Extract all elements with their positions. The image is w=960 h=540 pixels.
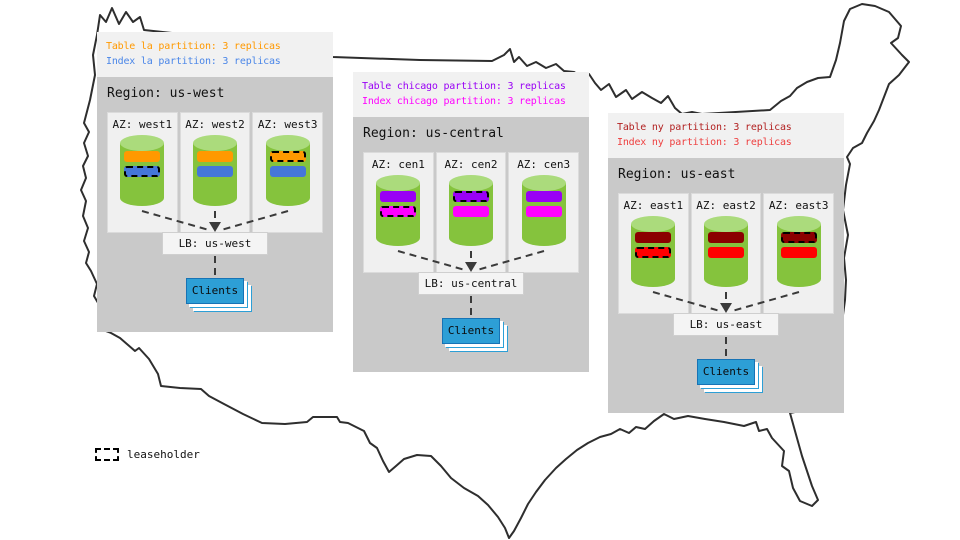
table-partition-stripe <box>708 232 744 243</box>
table-partition-stripe <box>380 191 417 202</box>
load-balancer-box: LB: us-west <box>162 232 268 255</box>
region-title: Region: us-central <box>363 126 504 141</box>
database-cylinder-icon <box>119 135 165 207</box>
az-panel: AZ: west1 AZ: west2 <box>107 112 324 233</box>
index-partition-stripe-leaseholder <box>124 166 161 177</box>
table-partition-stripe <box>197 151 233 162</box>
region-box: Region: us-east AZ: east1 AZ: east2 <box>608 158 844 413</box>
table-partition-stripe-leaseholder <box>780 232 817 243</box>
database-cylinder-icon <box>703 216 749 288</box>
database-cylinder-icon <box>521 175 567 247</box>
az-label: AZ: cen3 <box>517 158 571 171</box>
database-cylinder-icon <box>265 135 311 207</box>
table-partition-stripe <box>124 151 161 162</box>
clients-box: Clients <box>442 318 500 344</box>
az-panel: AZ: east1 AZ: east2 <box>618 193 835 314</box>
region-group-us-east: Table ny partition: 3 replicas Index ny … <box>608 113 844 413</box>
database-cylinder-icon <box>630 216 676 288</box>
az-column: AZ: cen3 <box>508 152 580 273</box>
az-label: AZ: east1 <box>623 199 684 212</box>
az-column: AZ: west2 <box>179 112 251 233</box>
index-partition-stripe <box>197 166 233 177</box>
index-partition-note: Index ny partition: 3 replicas <box>617 137 792 148</box>
database-cylinder-icon <box>375 175 421 247</box>
clients-box: Clients <box>186 278 244 304</box>
az-column: AZ: east3 <box>763 193 835 314</box>
index-partition-stripe <box>525 206 562 217</box>
az-label: AZ: east3 <box>768 199 829 212</box>
index-partition-stripe <box>708 247 744 258</box>
index-partition-note: Index chicago partition: 3 replicas <box>362 96 566 107</box>
index-partition-note: Index la partition: 3 replicas <box>106 56 281 67</box>
load-balancer-box: LB: us-east <box>673 313 779 336</box>
az-column: AZ: west3 <box>252 112 324 233</box>
az-label: AZ: cen1 <box>371 158 425 171</box>
index-partition-stripe <box>269 166 306 177</box>
database-cylinder-icon <box>192 135 238 207</box>
az-column: AZ: cen2 <box>435 152 507 273</box>
index-partition-stripe <box>780 247 817 258</box>
table-partition-note: Table ny partition: 3 replicas <box>617 122 792 133</box>
partition-callout: Table la partition: 3 replicas Index la … <box>97 32 333 77</box>
index-partition-stripe-leaseholder <box>635 247 672 258</box>
region-title: Region: us-west <box>107 86 225 101</box>
index-partition-stripe <box>453 206 489 217</box>
az-column: AZ: east1 <box>618 193 689 314</box>
table-partition-stripe <box>525 191 562 202</box>
clients-box: Clients <box>697 359 755 385</box>
region-box: Region: us-central AZ: cen1 AZ: cen2 <box>353 117 589 372</box>
az-label: AZ: west3 <box>257 118 318 131</box>
az-label: AZ: west1 <box>112 118 173 131</box>
table-partition-note: Table la partition: 3 replicas <box>106 41 281 52</box>
load-balancer-box: LB: us-central <box>418 272 524 295</box>
region-box: Region: us-west AZ: west1 AZ: west2 <box>97 77 333 332</box>
region-title: Region: us-east <box>618 167 736 182</box>
az-column: AZ: east2 <box>690 193 762 314</box>
database-cylinder-icon <box>776 216 822 288</box>
table-partition-stripe-leaseholder <box>453 191 489 202</box>
partition-callout: Table chicago partition: 3 replicas Inde… <box>353 72 589 117</box>
az-label: AZ: cen2 <box>444 158 498 171</box>
az-column: AZ: west1 <box>107 112 178 233</box>
table-partition-stripe-leaseholder <box>269 151 306 162</box>
partition-callout: Table ny partition: 3 replicas Index ny … <box>608 113 844 158</box>
legend-label: leaseholder <box>127 448 200 461</box>
region-group-us-west: Table la partition: 3 replicas Index la … <box>97 32 333 332</box>
index-partition-stripe-leaseholder <box>380 206 417 217</box>
region-group-us-central: Table chicago partition: 3 replicas Inde… <box>353 72 589 372</box>
az-label: AZ: west2 <box>185 118 245 131</box>
az-column: AZ: cen1 <box>363 152 434 273</box>
az-panel: AZ: cen1 AZ: cen2 <box>363 152 580 273</box>
database-cylinder-icon <box>448 175 494 247</box>
az-label: AZ: east2 <box>696 199 756 212</box>
legend: leaseholder <box>95 448 200 461</box>
table-partition-stripe <box>635 232 672 243</box>
leaseholder-dashed-swatch-icon <box>95 448 119 461</box>
table-partition-note: Table chicago partition: 3 replicas <box>362 81 566 92</box>
